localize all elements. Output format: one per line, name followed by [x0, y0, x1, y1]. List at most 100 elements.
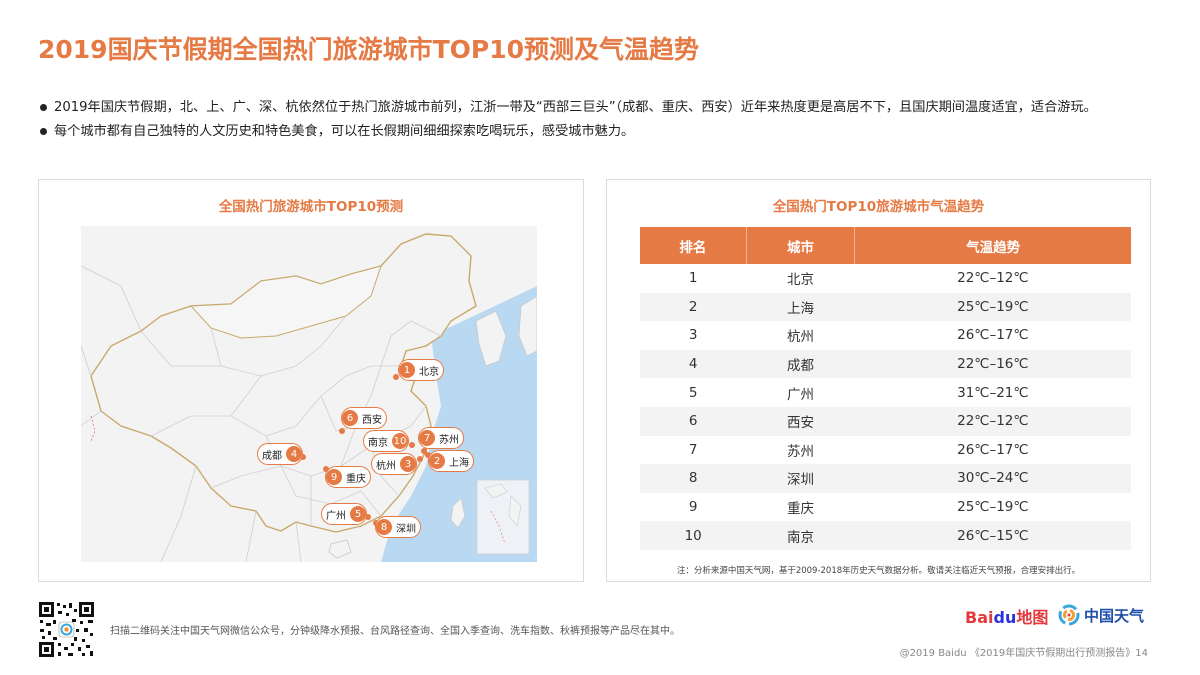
- map-pin-suzhou[interactable]: 7 苏州: [418, 427, 464, 449]
- table-panel-title: 全国热门TOP10旅游城市气温趋势: [772, 199, 985, 215]
- city-dot-suzhou: [421, 448, 427, 454]
- column-header-city: 城市: [745, 227, 855, 264]
- cell-city: 杭州: [787, 329, 814, 346]
- pin-rank-badge: 1: [399, 362, 415, 378]
- temperature-table: 排名 城市 气温趋势 1 北京 22℃–12℃ 2 上海 25℃–19℃ 3 杭州 26℃–17…: [640, 227, 1131, 550]
- pin-city-label: 重庆: [346, 473, 366, 485]
- column-header-rank: 排名: [640, 227, 747, 264]
- pin-rank-badge: 5: [350, 506, 366, 522]
- cell-temperature: 31℃–21℃: [957, 384, 1029, 401]
- cell-temperature: 22℃–16℃: [854, 349, 1131, 379]
- table-row: 6 西安 22℃–12℃: [640, 406, 1131, 436]
- pin-rank-badge: 7: [419, 430, 435, 446]
- china-weather-logo: 中国天气: [1058, 604, 1144, 626]
- pin-rank-badge: 9: [326, 469, 342, 485]
- china-map-image: [81, 226, 537, 562]
- cell-temperature: 26℃–17℃: [957, 327, 1029, 344]
- cell-city: 深圳: [746, 464, 855, 493]
- qr-code-icon: [38, 601, 95, 658]
- cell-city: 广州: [787, 386, 814, 403]
- cell-rank: 7: [688, 441, 698, 458]
- cell-rank: 8: [640, 464, 747, 493]
- map-pin-shenzhen[interactable]: 8 深圳: [375, 516, 421, 538]
- pin-city-label: 广州: [326, 510, 346, 522]
- cell-city: 成都: [746, 349, 855, 379]
- table-row: 3 杭州 26℃–17℃: [640, 321, 1131, 350]
- table-panel: 全国热门TOP10旅游城市气温趋势 排名 城市 气温趋势 1 北京 22℃–12℃ 2…: [606, 179, 1151, 582]
- city-dot-hangzhou: [417, 456, 423, 462]
- table-row: 1 北京 22℃–12℃: [640, 264, 1131, 293]
- city-dot-beijing: [393, 374, 399, 380]
- bullet-item: 2019年国庆节假期，北、上、广、深、杭依然位于热门旅游城市前列，江浙一带及“西…: [38, 96, 1160, 120]
- bullet-list: 2019年国庆节假期，北、上、广、深、杭依然位于热门旅游城市前列，江浙一带及“西…: [38, 96, 1160, 144]
- pin-rank-badge: 6: [342, 410, 358, 426]
- pin-city-label: 南京: [368, 437, 388, 449]
- cell-rank: 4: [640, 349, 747, 379]
- table-row: 8 深圳 30℃–24℃: [640, 464, 1131, 493]
- cell-city: 西安: [746, 406, 855, 436]
- pin-city-label: 上海: [449, 457, 469, 469]
- cell-rank: 5: [688, 384, 698, 401]
- pin-rank-badge: 4: [286, 446, 302, 462]
- cell-rank: 3: [688, 327, 698, 344]
- bullet-text: 2019年国庆节假期，北、上、广、深、杭依然位于热门旅游城市前列，江浙一带及“西…: [54, 100, 1097, 115]
- cell-temperature: 26℃–15℃: [854, 521, 1131, 550]
- cell-rank: 6: [640, 406, 747, 436]
- map-pin-hangzhou[interactable]: 3 杭州: [371, 453, 417, 475]
- cell-city: 北京: [787, 272, 814, 289]
- bullet-item: 每个城市都有自己独特的人文历史和特色美食，可以在长假期间细细探索吃喝玩乐，感受城…: [38, 120, 1160, 144]
- pin-rank-badge: 8: [376, 519, 392, 535]
- table-header-row: 排名 城市 气温趋势: [640, 227, 1131, 264]
- pin-city-label: 北京: [419, 366, 439, 378]
- map-pin-beijing[interactable]: 1 北京: [398, 359, 444, 381]
- pin-rank-badge: 2: [429, 453, 445, 469]
- pin-city-label: 苏州: [439, 434, 459, 446]
- pin-rank-badge: 10: [392, 433, 408, 449]
- cell-rank: 9: [688, 499, 698, 516]
- cell-city: 上海: [746, 292, 855, 322]
- map-panel: 全国热门旅游城市TOP10预测: [38, 179, 584, 582]
- cell-temperature: 22℃–12℃: [957, 270, 1029, 287]
- bullet-dot-icon: [40, 104, 47, 111]
- qr-caption: 扫描二维码关注中国天气网微信公众号，分钟级降水预报、台风路径查询、全国入季查询、…: [110, 626, 680, 637]
- bullet-text: 每个城市都有自己独特的人文历史和特色美食，可以在长假期间细细探索吃喝玩乐，感受城…: [54, 124, 635, 139]
- table-row: 4 成都 22℃–16℃: [640, 349, 1131, 379]
- pin-city-label: 深圳: [396, 523, 416, 535]
- cell-temperature: 30℃–24℃: [854, 464, 1131, 493]
- map-pin-nanjing[interactable]: 10 南京: [363, 430, 409, 452]
- pin-rank-badge: 3: [400, 456, 416, 472]
- cell-rank: 1: [688, 270, 698, 287]
- table-row: 5 广州 31℃–21℃: [640, 378, 1131, 407]
- china-weather-swirl-icon: [1058, 604, 1080, 626]
- bullet-dot-icon: [40, 128, 47, 135]
- cell-temperature: 22℃–12℃: [854, 406, 1131, 436]
- map-pin-chengdu[interactable]: 4 成都: [257, 443, 303, 465]
- table-row: 10 南京 26℃–15℃: [640, 521, 1131, 550]
- cell-temperature: 25℃–19℃: [854, 292, 1131, 322]
- cell-temperature: 26℃–17℃: [957, 441, 1029, 458]
- cell-temperature: 25℃–19℃: [957, 499, 1029, 516]
- copyright-text: @2019 Baidu 《2019年国庆节假期出行预测报告》14: [899, 648, 1148, 659]
- china-map: 1 北京 2 上海 3 杭州 4 成都 5 广州 6 西安 7 苏州 8 深圳: [81, 226, 537, 562]
- source-note: 注：分析来源中国天气网，基于2009-2018年历史天气数据分析。敬请关注临近天…: [676, 566, 1081, 576]
- map-pin-chongqing[interactable]: 9 重庆: [325, 466, 371, 488]
- map-pin-guangzhou[interactable]: 5 广州: [321, 503, 367, 525]
- table-row: 2 上海 25℃–19℃: [640, 292, 1131, 322]
- map-pin-shanghai[interactable]: 2 上海: [428, 450, 474, 472]
- city-dot-xian: [339, 428, 345, 434]
- cell-rank: 10: [640, 521, 747, 550]
- city-dot-guangzhou: [365, 514, 371, 520]
- pin-city-label: 成都: [262, 450, 282, 462]
- pin-city-label: 西安: [362, 414, 382, 426]
- page-title: 2019国庆节假期全国热门旅游城市TOP10预测及气温趋势: [38, 35, 700, 64]
- baidu-map-logo: Baidu地图: [965, 608, 1049, 627]
- pin-city-label: 杭州: [376, 460, 396, 472]
- table-row: 7 苏州 26℃–17℃: [640, 436, 1131, 465]
- map-pin-xian[interactable]: 6 西安: [341, 407, 387, 429]
- cell-city: 重庆: [787, 501, 814, 518]
- cell-rank: 2: [640, 292, 747, 322]
- cell-city: 苏州: [787, 443, 814, 460]
- city-dot-nanjing: [409, 442, 415, 448]
- column-header-temperature: 气温趋势: [854, 227, 1131, 264]
- china-weather-logo-text: 中国天气: [1084, 606, 1145, 625]
